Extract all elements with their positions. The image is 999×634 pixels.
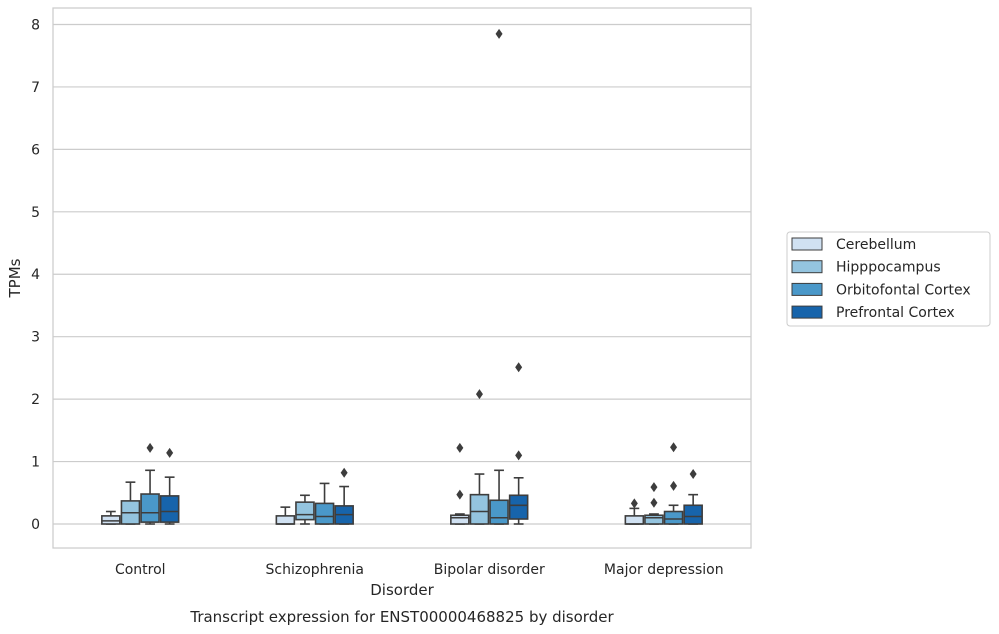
box-body — [450, 514, 470, 525]
box-cerebellum — [275, 506, 296, 525]
box-body — [314, 502, 335, 525]
gridlines — [53, 23, 751, 525]
outlier-point — [166, 447, 174, 458]
box-body — [295, 501, 315, 521]
legend-label: Prefrontal Cortex — [836, 305, 955, 321]
box-cerebellum — [624, 498, 645, 525]
box-hipppocampus — [295, 494, 315, 525]
outlier-point — [495, 28, 503, 39]
box-body — [683, 504, 703, 525]
chart-caption: Transcript expression for ENST0000046882… — [189, 608, 614, 626]
outlier-point — [670, 442, 678, 453]
box-body — [508, 494, 529, 520]
legend-label: Orbitofontal Cortex — [836, 282, 971, 298]
legend-swatch — [791, 237, 823, 251]
y-tick-label: 8 — [31, 17, 40, 33]
box-cerebellum — [101, 510, 121, 525]
box-hipppocampus — [644, 482, 664, 525]
box-body — [140, 493, 160, 523]
outlier-point — [456, 442, 464, 453]
outlier-point — [630, 498, 638, 509]
y-tick-label: 3 — [31, 330, 40, 346]
box-body — [469, 493, 490, 525]
x-axis-label: Disorder — [370, 581, 434, 599]
box-hipppocampus — [469, 389, 490, 525]
y-tick-label: 6 — [31, 142, 40, 158]
y-tick-label: 5 — [31, 205, 40, 221]
outlier-point — [515, 450, 523, 461]
y-tick-label: 7 — [31, 80, 40, 96]
outlier-point — [146, 442, 154, 453]
legend-label: Hipppocampus — [836, 260, 941, 276]
box-orbitofontal-cortex — [663, 442, 684, 525]
box-prefrontal-cortex — [334, 467, 354, 525]
box-body — [624, 515, 645, 525]
boxes — [101, 28, 703, 525]
x-tick-label: Schizophrenia — [266, 562, 364, 578]
x-tick-label: Bipolar disorder — [434, 562, 545, 578]
box-body — [101, 515, 121, 525]
y-axis-label: TPMs — [6, 258, 24, 298]
y-tick-labels: 0 1 2 3 4 5 6 7 8 — [31, 17, 40, 533]
legend-label: Cerebellum — [836, 237, 916, 253]
box-orbitofontal-cortex — [489, 28, 509, 525]
box-prefrontal-cortex — [683, 469, 703, 525]
x-tick-labels: Control Schizophrenia Bipolar disorder Majo… — [115, 562, 724, 578]
outlier-point — [670, 480, 678, 491]
legend-frame — [786, 231, 991, 327]
x-tick-label: Major depression — [604, 562, 724, 578]
x-tick-label: Control — [115, 562, 166, 578]
box-orbitofontal-cortex — [140, 442, 160, 525]
box-body — [663, 510, 684, 525]
box-cerebellum — [450, 442, 470, 525]
y-tick-label: 1 — [31, 455, 40, 471]
box-body — [159, 495, 180, 523]
y-tick-label: 2 — [31, 392, 40, 408]
box-body — [489, 499, 509, 525]
legend-swatch — [791, 260, 823, 274]
box-body — [275, 515, 296, 525]
box-hipppocampus — [120, 481, 141, 525]
legend-swatch — [791, 282, 823, 296]
outlier-point — [689, 469, 697, 480]
outlier-point — [340, 467, 348, 478]
outlier-point — [475, 389, 483, 400]
box-prefrontal-cortex — [159, 447, 180, 525]
legend: Cerebellum Hipppocampus Orbitofontal Corte… — [786, 231, 991, 327]
box-orbitofontal-cortex — [314, 482, 335, 525]
box-body — [644, 514, 664, 525]
outlier-point — [515, 362, 523, 373]
outlier-point — [650, 497, 658, 508]
y-tick-label: 4 — [31, 267, 40, 283]
box-prefrontal-cortex — [508, 362, 529, 525]
plot-frame — [52, 7, 752, 549]
legend-swatch — [791, 305, 823, 319]
y-tick-label: 0 — [31, 517, 40, 533]
outlier-point — [650, 482, 658, 493]
outlier-point — [456, 489, 464, 500]
